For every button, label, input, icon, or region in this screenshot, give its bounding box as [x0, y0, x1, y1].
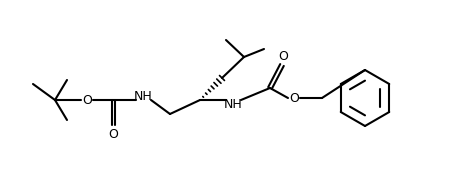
Text: NH: NH	[134, 89, 153, 102]
Text: O: O	[278, 51, 288, 64]
Text: O: O	[108, 127, 118, 140]
Text: NH: NH	[224, 99, 242, 111]
Text: O: O	[82, 93, 92, 106]
Text: O: O	[289, 92, 299, 105]
